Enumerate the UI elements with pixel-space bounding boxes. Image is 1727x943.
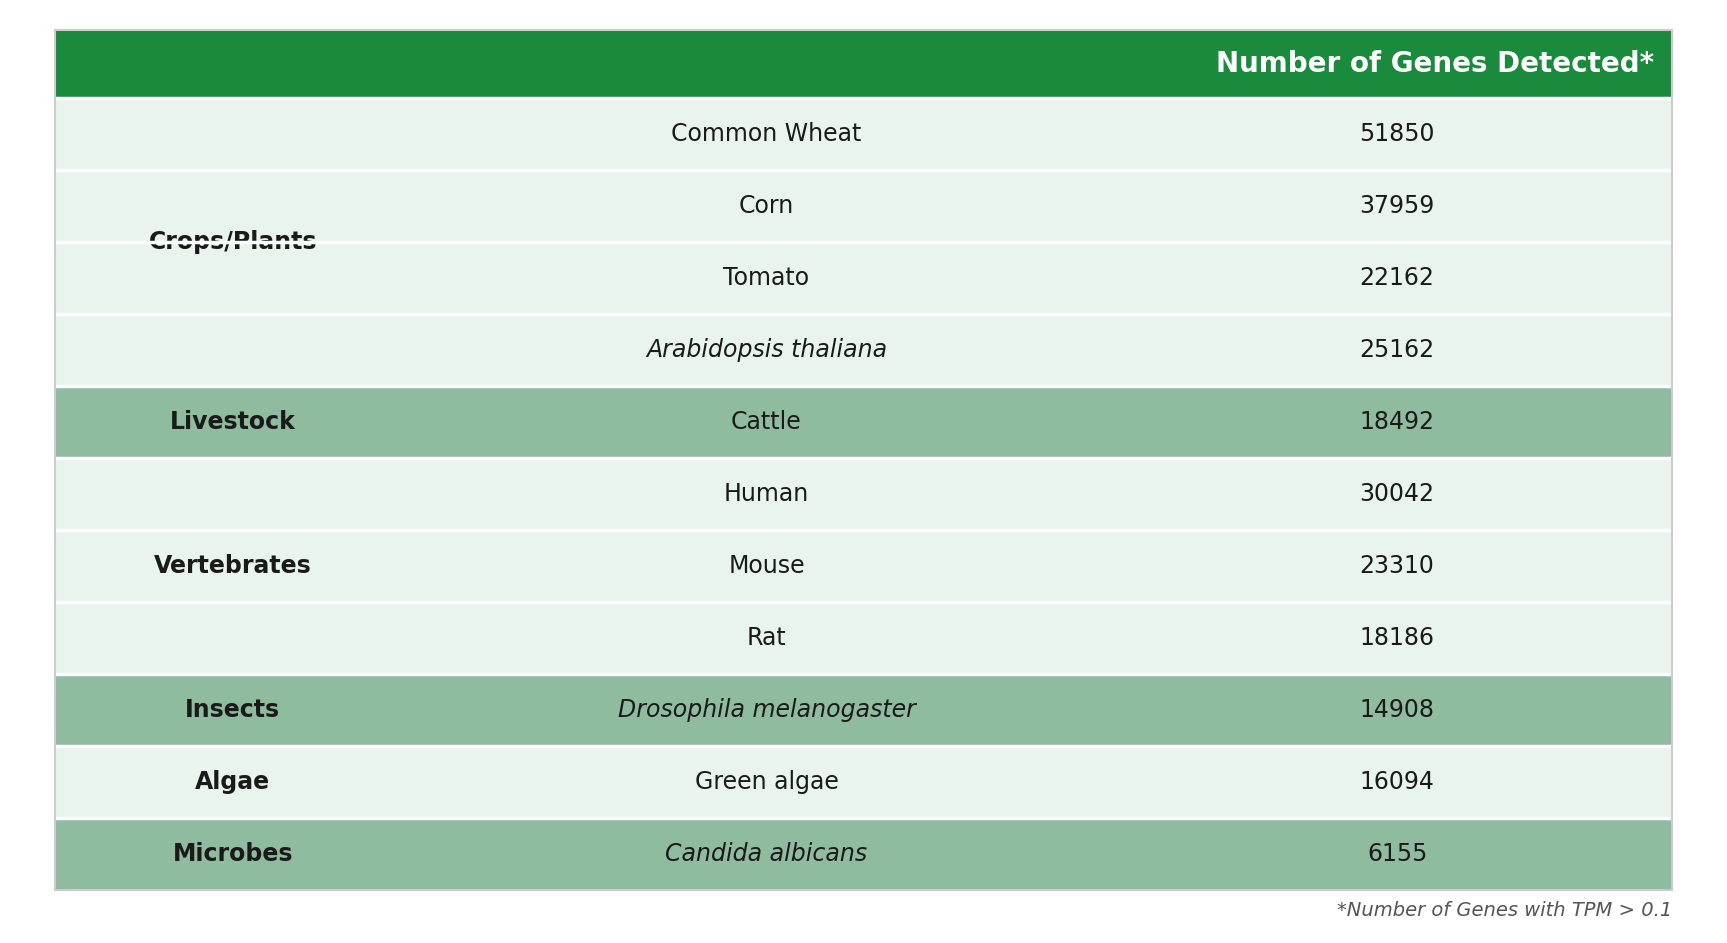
Text: Microbes: Microbes xyxy=(173,842,294,866)
Bar xyxy=(55,242,1672,314)
Bar xyxy=(55,386,1672,458)
Text: 51850: 51850 xyxy=(1359,122,1435,146)
Bar xyxy=(55,314,1672,386)
Text: Common Wheat: Common Wheat xyxy=(672,122,862,146)
Text: Cattle: Cattle xyxy=(731,410,801,434)
Bar xyxy=(55,98,1672,170)
Text: Number of Genes Detected*: Number of Genes Detected* xyxy=(1216,50,1654,78)
Text: 37959: 37959 xyxy=(1359,194,1435,218)
Text: Drosophila melanogaster: Drosophila melanogaster xyxy=(618,698,915,722)
Text: Corn: Corn xyxy=(739,194,794,218)
Text: 16094: 16094 xyxy=(1359,770,1435,794)
Bar xyxy=(55,458,1672,530)
Text: Tomato: Tomato xyxy=(724,266,810,290)
Text: Human: Human xyxy=(724,482,810,506)
Text: 25162: 25162 xyxy=(1359,338,1435,362)
Text: 22162: 22162 xyxy=(1359,266,1435,290)
Bar xyxy=(55,30,1672,98)
Text: Algae: Algae xyxy=(195,770,271,794)
Text: Candida albicans: Candida albicans xyxy=(665,842,867,866)
Text: 18492: 18492 xyxy=(1359,410,1435,434)
Text: 23310: 23310 xyxy=(1359,554,1435,578)
Bar xyxy=(55,170,1672,242)
Text: 30042: 30042 xyxy=(1359,482,1435,506)
Text: 14908: 14908 xyxy=(1359,698,1435,722)
Bar xyxy=(55,818,1672,890)
Text: 18186: 18186 xyxy=(1359,626,1435,650)
Text: Vertebrates: Vertebrates xyxy=(154,554,313,578)
Text: Livestock: Livestock xyxy=(169,410,295,434)
Bar xyxy=(55,530,1672,602)
Text: *Number of Genes with TPM > 0.1: *Number of Genes with TPM > 0.1 xyxy=(1337,901,1672,919)
Text: Arabidopsis thaliana: Arabidopsis thaliana xyxy=(646,338,888,362)
Text: Mouse: Mouse xyxy=(729,554,805,578)
Bar xyxy=(55,674,1672,746)
Text: Crops/Plants: Crops/Plants xyxy=(149,230,318,254)
Bar xyxy=(55,746,1672,818)
Text: Insects: Insects xyxy=(185,698,280,722)
Text: 6155: 6155 xyxy=(1368,842,1427,866)
Bar xyxy=(55,602,1672,674)
Text: Rat: Rat xyxy=(746,626,786,650)
Text: Green algae: Green algae xyxy=(694,770,838,794)
